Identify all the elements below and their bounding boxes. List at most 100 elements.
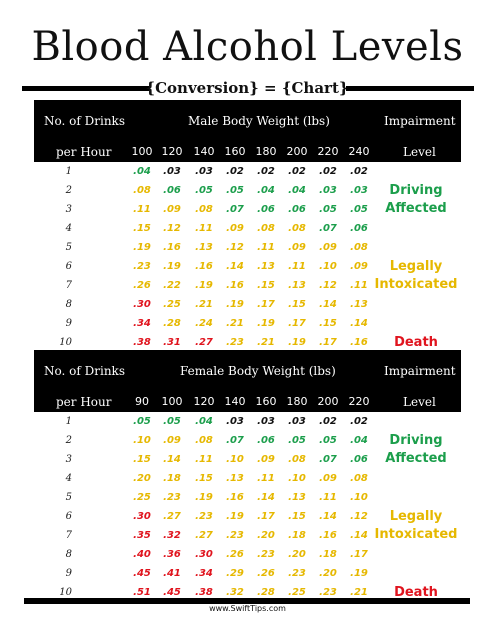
table-row: 10 .51 .45 .38 .32 .28 .25 .23 .21 (34, 583, 461, 602)
bac-value: .16 (163, 242, 181, 253)
bac-value: .03 (163, 166, 181, 177)
bac-value: .02 (288, 166, 306, 177)
bac-value: .14 (319, 511, 337, 522)
bac-value: .06 (257, 435, 275, 446)
bac-value: .20 (319, 568, 337, 579)
impairment-level-red: Death (394, 334, 438, 350)
bac-value: .11 (350, 280, 368, 291)
drinks-per-hour: 8 (65, 549, 72, 560)
impairment-header-line1: Impairment (384, 364, 456, 378)
bac-value: .19 (195, 492, 213, 503)
bac-value: .15 (133, 223, 151, 234)
bac-value: .18 (319, 549, 337, 560)
bac-value: .11 (195, 454, 213, 465)
drinks-per-hour: 7 (65, 530, 72, 541)
bac-value: .45 (163, 587, 181, 598)
weight-ticks: 100 120 140 160 180 200 220 240 (34, 144, 461, 160)
bac-value: .10 (319, 261, 337, 272)
bac-value: .51 (133, 587, 151, 598)
drinks-header-line2: per Hour (56, 145, 112, 159)
bac-value: .19 (133, 242, 151, 253)
bac-value: .21 (226, 318, 244, 329)
table-row: 2 .10 .09 .08 .07 .06 .05 .05 .04 (34, 431, 461, 450)
bac-value: .15 (288, 511, 306, 522)
table-row: 5 .19 .16 .13 .12 .11 .09 .09 .08 (34, 238, 461, 257)
female-table-body: 1 .05 .05 .04 .03 .03 .03 .02 .02 2 .10 .09 .08 .07 .0… (34, 412, 461, 602)
table-row: 1 .04 .03 .03 .02 .02 .02 .02 .02 (34, 162, 461, 181)
weight-tick-7: 240 (348, 145, 370, 158)
weight-tick-0: 90 (135, 395, 149, 408)
bac-value: .09 (319, 242, 337, 253)
bac-value: .05 (195, 185, 213, 196)
bac-value: .11 (195, 223, 213, 234)
bac-value: .02 (257, 166, 275, 177)
bac-value: .08 (288, 454, 306, 465)
weight-tick-2: 120 (193, 395, 215, 408)
bac-value: .17 (319, 337, 337, 348)
drinks-per-hour: 3 (65, 204, 72, 215)
weight-tick-4: 180 (255, 145, 277, 158)
bac-value: .07 (226, 435, 244, 446)
bac-value: .27 (195, 530, 213, 541)
bac-value: .19 (226, 511, 244, 522)
weight-tick-3: 140 (224, 395, 246, 408)
bac-value: .19 (350, 568, 368, 579)
bac-value: .03 (319, 185, 337, 196)
bac-value: .02 (350, 416, 368, 427)
bac-value: .19 (257, 318, 275, 329)
impairment-level-yellow: Legally Intoxicated (374, 509, 458, 542)
bac-value: .34 (195, 568, 213, 579)
bac-value: .21 (257, 337, 275, 348)
bac-value: .38 (133, 337, 151, 348)
drinks-header-line2: per Hour (56, 395, 112, 409)
bac-value: .15 (288, 299, 306, 310)
bac-value: .14 (226, 261, 244, 272)
bac-value: .32 (163, 530, 181, 541)
bac-value: .17 (350, 549, 368, 560)
weight-tick-5: 200 (286, 145, 308, 158)
bac-value: .23 (163, 492, 181, 503)
weight-tick-0: 100 (131, 145, 153, 158)
table-row: 4 .20 .18 .15 .13 .11 .10 .09 .08 (34, 469, 461, 488)
bac-value: .05 (319, 204, 337, 215)
bac-value: .02 (350, 166, 368, 177)
bac-value: .19 (163, 261, 181, 272)
bac-value: .07 (226, 204, 244, 215)
bac-value: .13 (288, 280, 306, 291)
bac-value: .17 (257, 511, 275, 522)
bac-value: .25 (288, 587, 306, 598)
bac-value: .15 (133, 454, 151, 465)
bac-value: .09 (163, 204, 181, 215)
male-table-header: No. of Drinks per Hour Male Body Weight … (34, 100, 461, 162)
bac-value: .25 (133, 492, 151, 503)
bac-value: .02 (319, 166, 337, 177)
bac-value: .11 (288, 261, 306, 272)
table-row: 3 .15 .14 .11 .10 .09 .08 .07 .06 (34, 450, 461, 469)
weight-tick-1: 120 (161, 145, 183, 158)
drinks-per-hour: 10 (59, 587, 72, 598)
bac-value: .11 (257, 242, 275, 253)
drinks-per-hour: 5 (65, 492, 72, 503)
bac-value: .08 (133, 185, 151, 196)
subtitle-rule-right (346, 86, 474, 91)
bac-value: .25 (163, 299, 181, 310)
bac-value: .30 (133, 511, 151, 522)
bac-value: .09 (163, 435, 181, 446)
weight-header-title: Female Body Weight (lbs) (180, 364, 336, 378)
table-row: 9 .34 .28 .24 .21 .19 .17 .15 .14 (34, 314, 461, 333)
drinks-per-hour: 6 (65, 511, 72, 522)
bac-value: .20 (257, 530, 275, 541)
bac-value: .10 (226, 454, 244, 465)
male-section: No. of Drinks per Hour Male Body Weight … (34, 100, 461, 352)
male-table-body: 1 .04 .03 .03 .02 .02 .02 .02 .02 2 .08 .06 .05 .05 .0… (34, 162, 461, 352)
drinks-per-hour: 4 (65, 473, 72, 484)
bac-value: .06 (163, 185, 181, 196)
drinks-per-hour: 2 (65, 435, 72, 446)
bac-value: .27 (163, 511, 181, 522)
bac-value: .11 (133, 204, 151, 215)
bac-value: .09 (319, 473, 337, 484)
bac-value: .04 (350, 435, 368, 446)
drinks-per-hour: 1 (65, 416, 72, 427)
bac-value: .16 (226, 280, 244, 291)
bac-value: .18 (163, 473, 181, 484)
